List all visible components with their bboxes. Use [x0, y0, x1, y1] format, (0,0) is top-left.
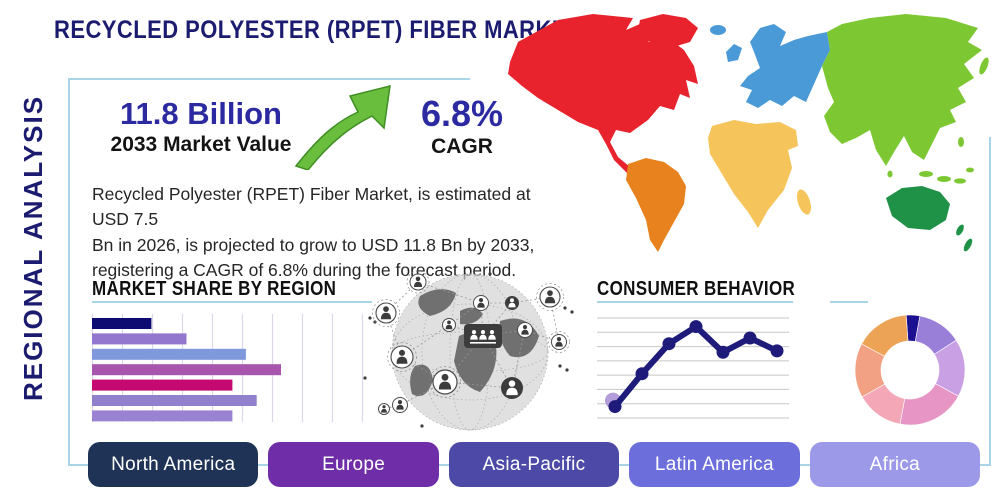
- british-isles: [726, 44, 742, 62]
- region-button-africa[interactable]: Africa: [809, 442, 981, 487]
- page-title: RECYCLED POLYESTER (RPET) FIBER MARKET: [54, 16, 581, 44]
- people-group-node: [464, 324, 502, 348]
- continent-oceania: [886, 186, 950, 230]
- continent-north-america: [508, 14, 698, 192]
- island: [954, 178, 966, 184]
- content-border-left: [68, 78, 70, 466]
- continent-europe: [740, 24, 830, 108]
- madagascar: [797, 189, 811, 215]
- new-zealand: [956, 224, 964, 236]
- continent-africa: [708, 120, 798, 228]
- continent-asia: [822, 14, 982, 166]
- market-description: Recycled Polyester (RPET) Fiber Market, …: [92, 182, 548, 284]
- region-button-asia-pacific[interactable]: Asia-Pacific: [448, 442, 620, 487]
- vertical-axis-label: REGIONAL ANALYSIS: [18, 94, 48, 402]
- globe-network-illustration: [363, 270, 574, 431]
- cagr-value: 6.8%: [420, 93, 504, 134]
- market-share-underline: [92, 301, 372, 303]
- market-share-heading: MARKET SHARE BY REGION: [92, 278, 337, 300]
- regional-mix-donut-chart: [852, 312, 968, 428]
- region-button-europe[interactable]: Europe: [268, 442, 439, 487]
- island: [958, 137, 964, 147]
- description-line: Bn in 2026, is projected to grow to USD …: [92, 234, 535, 255]
- consumer-behavior-underline: [597, 301, 793, 303]
- iceland: [710, 25, 726, 35]
- new-zealand: [963, 238, 973, 252]
- market-share-bar-chart: [92, 314, 364, 424]
- region-button-latin-america[interactable]: Latin America: [629, 442, 800, 487]
- description-line: Recycled Polyester (RPET) Fiber Market, …: [92, 184, 531, 230]
- island: [919, 171, 933, 177]
- market-value: 11.8 Billion: [120, 96, 282, 131]
- content-border-top: [68, 78, 470, 80]
- growth-arrow-icon: [294, 85, 391, 170]
- world-map: [508, 14, 989, 252]
- cagr-label: CAGR: [431, 134, 493, 158]
- content-border-right: [989, 137, 991, 466]
- greenland: [638, 14, 698, 48]
- region-button-row: North America Europe Asia-Pacific Latin Ame…: [88, 442, 981, 487]
- sri-lanka: [887, 170, 893, 178]
- market-value-block: 11.8 Billion 2033 Market Value: [94, 96, 308, 156]
- island: [966, 167, 974, 173]
- region-button-north-america[interactable]: North America: [88, 442, 259, 487]
- continent-south-america: [626, 158, 686, 252]
- japan: [979, 57, 989, 75]
- island: [937, 176, 951, 182]
- consumer-behavior-line-chart: [593, 308, 793, 428]
- accent-line-segment: [830, 301, 868, 303]
- description-line: registering a CAGR of 6.8% during the fo…: [92, 260, 517, 281]
- consumer-behavior-heading: CONSUMER BEHAVIOR: [597, 278, 796, 300]
- market-value-label: 2033 Market Value: [110, 132, 292, 156]
- cagr-block: 6.8% CAGR: [404, 95, 520, 158]
